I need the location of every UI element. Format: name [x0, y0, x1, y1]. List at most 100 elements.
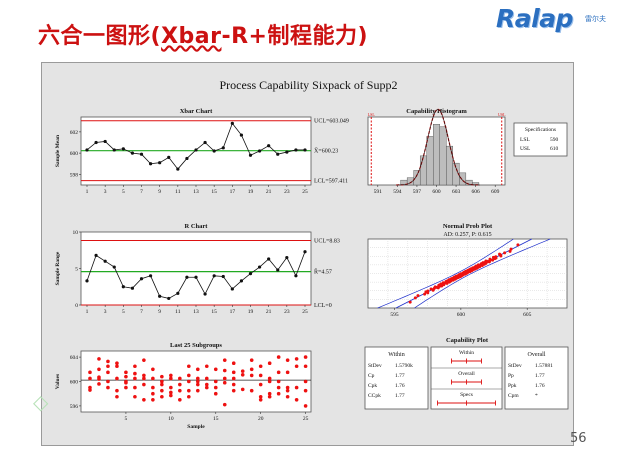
histogram-xtick-label: 603 — [452, 189, 461, 195]
last25-point — [142, 358, 146, 362]
last25-point — [124, 380, 128, 385]
xbar-xtick-label: 15 — [211, 189, 217, 195]
histogram-spec-name: USL — [520, 146, 531, 152]
capability-overall-stat-value: * — [535, 393, 538, 399]
last25-point — [294, 357, 299, 361]
normprob-xtick-label: 600 — [457, 312, 466, 318]
normprob-point — [476, 263, 480, 267]
capability-overall-stat-name: Ppk — [508, 383, 517, 389]
capability-within-stat-name: Cp — [368, 373, 375, 379]
histogram-bar — [413, 170, 421, 186]
last25-point — [133, 376, 137, 381]
capability-within-stat-value: 1.77 — [395, 373, 405, 379]
last25-point — [267, 391, 272, 396]
last25-point — [231, 376, 236, 381]
decorative-diamond-icon: ◇ — [33, 390, 49, 414]
capability-mini-plots — [430, 346, 503, 410]
rchart-xtick-label: 9 — [158, 309, 161, 315]
normprob-point — [429, 287, 433, 291]
last25-point — [249, 388, 254, 393]
capability-mini-label: Within — [459, 350, 474, 356]
rchart-point — [94, 253, 98, 257]
rchart-point — [276, 268, 280, 272]
rchart-xtick-label: 17 — [230, 309, 236, 315]
last25-xtick-label: 10 — [168, 416, 174, 422]
rchart-point — [130, 286, 135, 290]
rchart-point — [139, 277, 144, 281]
xbar-center-label: X̄=600.23 — [314, 148, 338, 155]
rchart-xtick-label: 25 — [302, 309, 308, 315]
last25-point — [97, 367, 101, 372]
rchart-xtick-label: 1 — [86, 309, 89, 315]
rchart-point — [221, 274, 225, 279]
logo-wordmark: Ralap — [496, 4, 573, 33]
normprob-title: Normal Prob Plot — [443, 223, 493, 230]
last25-point — [276, 391, 281, 396]
last25-point — [231, 388, 236, 393]
last25-point — [258, 364, 263, 369]
capability-overall-stat-value: 1.77 — [535, 373, 545, 379]
rchart-point — [203, 292, 207, 296]
last25-xtick-label: 5 — [125, 416, 128, 422]
capability-overall-table — [504, 346, 569, 410]
last25-point — [249, 367, 254, 372]
rchart-point — [148, 274, 153, 278]
last25-point — [169, 376, 173, 381]
last25-point — [276, 379, 281, 384]
xbar-ytick-label: 600 — [70, 151, 79, 157]
last25-point — [124, 385, 128, 390]
last25-point — [285, 385, 290, 390]
last25-ytick-label: 596 — [70, 404, 79, 410]
last25-ytick-label: 604 — [70, 355, 79, 361]
last25-point — [231, 382, 236, 387]
rchart-xtick-label: 23 — [284, 309, 290, 315]
xbar-ytick-label: 602 — [70, 130, 79, 136]
last25-point — [249, 373, 254, 378]
rchart-center-label: R̄=4.57 — [314, 269, 332, 276]
normprob-point — [426, 289, 430, 293]
last25-point — [267, 379, 272, 384]
xbar-point — [239, 133, 244, 137]
last25-point — [258, 373, 263, 378]
histogram-bar — [439, 126, 447, 186]
xbar-ytick-label: 598 — [70, 172, 79, 178]
last25-point — [231, 370, 236, 375]
last25-point — [267, 361, 272, 366]
xbar-xtick-label: 11 — [175, 189, 181, 195]
last25-point — [178, 376, 182, 381]
capability-within-stat-value: 1.76 — [395, 383, 405, 389]
last25-point — [133, 394, 137, 399]
xbar-point — [267, 144, 271, 148]
last25-point — [106, 359, 110, 364]
last25-point — [249, 358, 254, 362]
xbar-point — [212, 149, 216, 153]
xbar-point — [303, 148, 307, 152]
last25-point — [258, 398, 263, 402]
last25-point — [178, 388, 182, 393]
last25-point — [124, 370, 128, 375]
last25-point — [151, 367, 155, 372]
rchart-point — [212, 274, 216, 278]
last25-point — [303, 388, 308, 393]
slide-title: 六合一图形(Xbar-R+制程能力) — [38, 18, 368, 50]
histogram-xtick-label: 609 — [491, 189, 500, 195]
last25-point — [195, 388, 200, 393]
capability-within-stat-value: 1.77 — [395, 393, 405, 399]
last25-point — [267, 394, 272, 399]
rchart-point — [158, 294, 162, 298]
last25-point — [133, 364, 137, 369]
last25-point — [276, 370, 281, 375]
sixpack-title: Process Capability Sixpack of Supp2 — [220, 78, 398, 92]
rchart-xtick-label: 7 — [140, 309, 143, 315]
normprob-point — [491, 255, 495, 259]
last25-point — [160, 379, 164, 384]
logo-subtext: 雷尔夫 — [585, 15, 606, 23]
rchart-point — [303, 250, 307, 254]
title-underlined-part: Xbar — [161, 24, 222, 49]
last25-point — [142, 376, 146, 381]
last25-point — [213, 379, 218, 384]
histogram-lsl-tag: LSL — [368, 112, 376, 117]
rchart-xtick-label: 11 — [175, 309, 181, 315]
rchart-ytick-label: 5 — [75, 267, 78, 273]
last25-point — [160, 374, 164, 379]
